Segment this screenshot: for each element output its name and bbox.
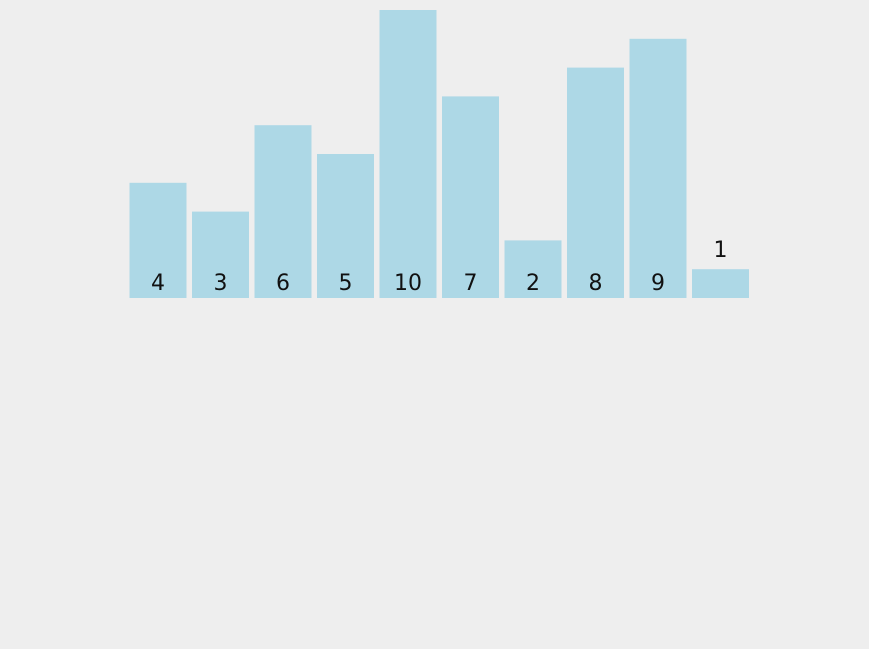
bar-labels-group: 4 3 6 5 10 7 2 8 9 1 — [151, 238, 728, 296]
bar-label-6: 6 — [276, 271, 290, 296]
bar-label-2: 2 — [526, 271, 540, 296]
bar-7 — [442, 96, 499, 299]
bar-5 — [317, 154, 374, 298]
bar-8 — [567, 67, 624, 298]
bar-1 — [692, 269, 749, 298]
bar-4 — [129, 182, 187, 298]
bar-label-9: 9 — [651, 271, 665, 296]
bar-10 — [379, 10, 437, 298]
bars-group — [129, 10, 749, 299]
bar-label-10: 10 — [394, 271, 422, 296]
bar-2 — [504, 240, 562, 298]
bar-label-3: 3 — [214, 271, 228, 296]
bar-label-4: 4 — [151, 271, 165, 296]
bar-label-7: 7 — [464, 271, 478, 296]
bar-6 — [254, 125, 312, 298]
bar-label-1: 1 — [714, 238, 728, 263]
bar-3 — [192, 211, 249, 298]
bar-label-5: 5 — [339, 271, 353, 296]
bar-9 — [629, 38, 687, 299]
bar-label-8: 8 — [589, 271, 603, 296]
